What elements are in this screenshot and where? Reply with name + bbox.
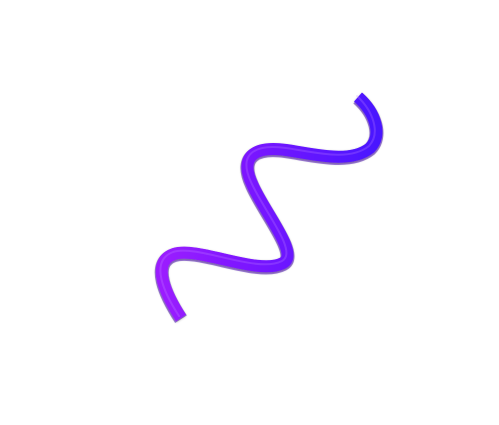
- squiggle-highlight: [159, 95, 376, 317]
- squiggle-stroke: [155, 92, 383, 322]
